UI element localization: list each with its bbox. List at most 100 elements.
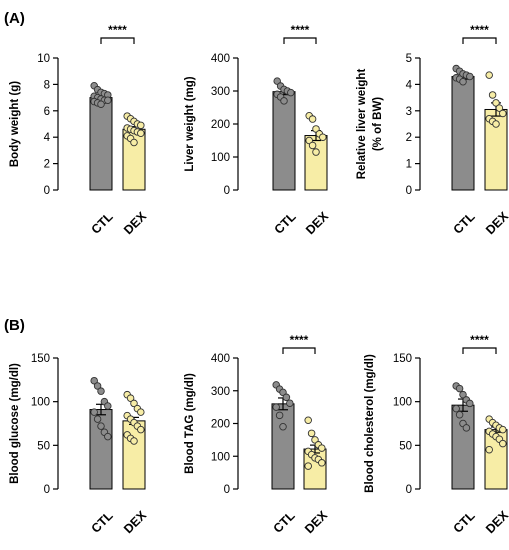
data-point-dex [312, 148, 320, 156]
y-tick-label: 50 [399, 440, 412, 452]
data-point-dex [485, 445, 493, 454]
chart-5: 0 100 200 300 400 Blood TAG (mg/dl) CTL DEX **** [184, 333, 331, 536]
panel-label-b: (B) [4, 317, 25, 334]
y-tick-label: 150 [31, 353, 50, 365]
chart-2: 0 100 200 300 400 Liver weight (mg) CTL DEX **** [184, 23, 332, 237]
y-axis-label: Blood cholesterol (mg/dl) [364, 354, 376, 493]
y-axis-label: Blood glucose (mg/dl) [9, 363, 21, 484]
chart-3: 0 1 2 3 4 5 Relative liver weight (% of BW) CTL D… [356, 23, 509, 237]
y-tick-label: 50 [37, 440, 50, 452]
category-label-dex: DEX [302, 508, 331, 537]
category-label-dex: DEX [121, 508, 150, 537]
data-point-ctl [93, 382, 102, 390]
y-tick-label: 10 [37, 53, 50, 65]
significance-label: **** [291, 23, 310, 37]
y-tick-label: 0 [406, 185, 412, 197]
y-tick-label: 0 [406, 484, 412, 496]
data-point-ctl [104, 96, 112, 104]
category-label-ctl: CTL [451, 508, 478, 535]
data-point-dex [499, 425, 507, 434]
data-point-ctl [280, 97, 288, 105]
data-point-dex [137, 408, 145, 416]
data-point-ctl [282, 393, 291, 402]
data-point-dex [130, 437, 138, 445]
chart-1: 0 2 4 6 8 10 Body weight (g) CTL DEX **** [9, 23, 150, 237]
y-tick-label: 4 [406, 79, 413, 91]
data-point-ctl [455, 411, 464, 419]
data-point-ctl [272, 403, 280, 411]
category-label-dex: DEX [483, 508, 509, 537]
y-tick-label: 200 [211, 119, 230, 131]
y-axis-label: Blood TAG (mg/dl) [184, 373, 196, 474]
panel-label-a: (A) [4, 10, 25, 27]
bar-ctl [451, 75, 475, 191]
data-point-dex [488, 91, 497, 99]
y-tick-label: 4 [44, 132, 51, 144]
significance-bracket [283, 37, 317, 44]
significance-bracket [282, 347, 316, 354]
data-point-dex [319, 133, 327, 141]
data-point-dex [499, 439, 507, 448]
data-point-dex [318, 459, 326, 467]
category-label-ctl: CTL [451, 209, 478, 236]
category-label-ctl: CTL [272, 209, 299, 236]
bar-ctl [89, 97, 113, 191]
category-label-ctl: CTL [271, 508, 298, 535]
y-axis-label: (% of BW) [372, 97, 384, 151]
data-point-dex [304, 416, 312, 424]
significance-bracket [462, 347, 497, 354]
y-tick-label: 300 [211, 86, 230, 98]
y-tick-label: 3 [406, 106, 412, 118]
data-point-ctl [286, 399, 294, 407]
y-tick-label: 0 [224, 484, 230, 496]
significance-label: **** [108, 23, 127, 37]
data-point-dex [130, 138, 138, 147]
data-point-ctl [459, 390, 467, 399]
data-point-dex [492, 99, 500, 107]
data-point-dex [499, 109, 507, 118]
y-tick-label: 6 [44, 106, 50, 118]
data-point-dex [304, 462, 312, 470]
y-tick-label: 0 [224, 185, 230, 197]
y-tick-label: 100 [31, 397, 50, 409]
data-point-ctl [455, 384, 464, 393]
data-point-dex [492, 120, 500, 128]
data-point-ctl [97, 422, 105, 430]
data-point-ctl [104, 402, 112, 410]
category-label-ctl: CTL [89, 508, 116, 535]
data-point-ctl [97, 100, 105, 108]
significance-label: **** [470, 23, 489, 37]
data-point-dex [307, 429, 316, 438]
significance-bracket [100, 37, 135, 44]
chart-4: 0 50 100 150 Blood glucose (mg/dl) CTL DEX [9, 353, 150, 536]
y-axis-label: Liver weight (mg) [184, 76, 196, 171]
data-point-ctl [462, 424, 471, 432]
y-tick-label: 400 [211, 353, 230, 365]
y-tick-label: 2 [44, 159, 50, 171]
category-label-dex: DEX [483, 209, 509, 238]
category-label-dex: DEX [303, 209, 332, 238]
bar-ctl [89, 409, 113, 490]
y-tick-label: 0 [44, 185, 50, 197]
y-tick-label: 2 [406, 132, 412, 144]
data-point-dex [126, 394, 135, 402]
bar-ctl [272, 91, 296, 191]
data-point-ctl [459, 78, 467, 86]
significance-label: **** [470, 333, 489, 347]
y-tick-label: 100 [393, 397, 412, 409]
data-point-dex [318, 444, 326, 452]
y-tick-label: 5 [406, 53, 412, 65]
data-point-ctl [275, 411, 284, 420]
y-tick-label: 0 [44, 484, 50, 496]
data-point-ctl [90, 376, 98, 385]
data-point-dex [137, 425, 145, 434]
data-point-dex [308, 115, 317, 123]
data-point-ctl [97, 387, 105, 395]
data-point-ctl [90, 408, 98, 416]
data-point-dex [137, 129, 145, 137]
y-tick-label: 8 [44, 79, 50, 91]
y-tick-label: 100 [211, 152, 230, 164]
y-tick-label: 100 [211, 451, 230, 463]
significance-bracket [462, 37, 497, 44]
category-label-dex: DEX [121, 209, 150, 238]
